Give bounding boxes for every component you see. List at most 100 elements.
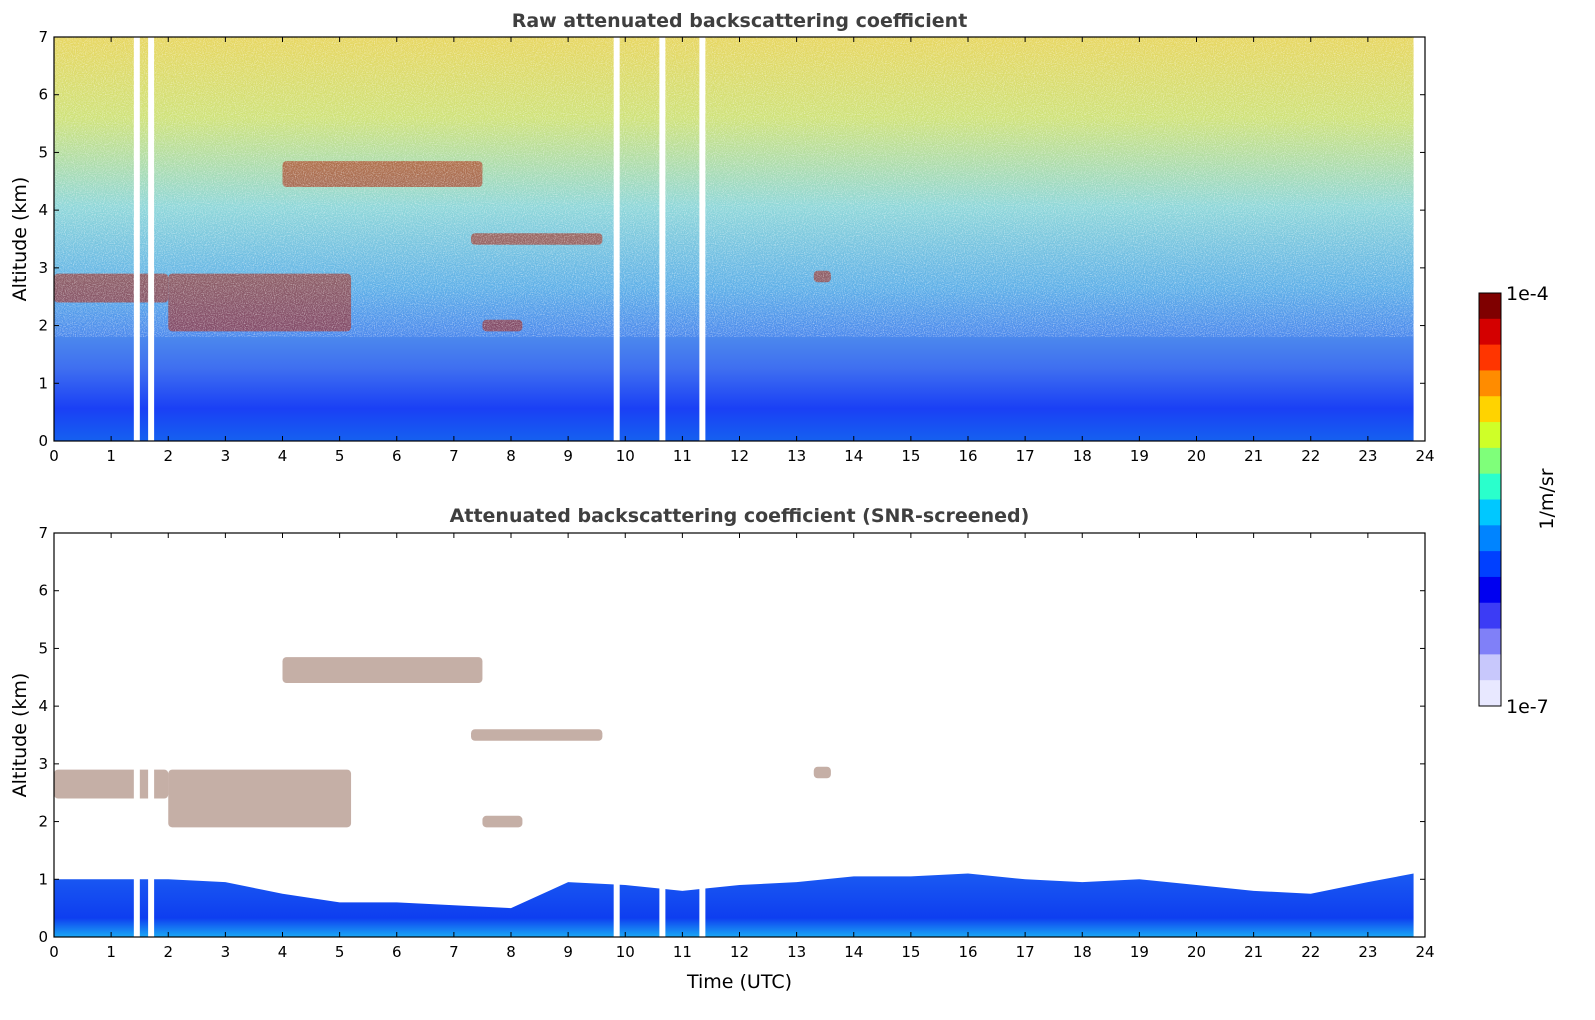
colorbar-cell xyxy=(1479,602,1501,630)
x-tick-label: 22 xyxy=(1301,943,1320,961)
x-tick-label: 1 xyxy=(106,943,116,961)
x-tick-label: 1 xyxy=(106,447,116,465)
x-tick-label: 16 xyxy=(958,943,977,961)
y-tick-label: 1 xyxy=(38,870,48,888)
cloud-layer xyxy=(471,729,603,741)
x-tick-label: 4 xyxy=(278,447,288,465)
y-tick-label: 4 xyxy=(38,201,48,219)
colorbar-max-label: 1e-4 xyxy=(1506,283,1549,305)
x-tick-label: 15 xyxy=(901,943,920,961)
x-tick-label: 18 xyxy=(1073,447,1092,465)
data-gap xyxy=(133,533,140,937)
x-tick-label: 14 xyxy=(844,447,863,465)
colorbar-cell xyxy=(1479,344,1501,371)
y-tick-label: 5 xyxy=(38,143,48,161)
x-tick-label: 5 xyxy=(335,943,345,961)
x-tick-label: 10 xyxy=(616,943,635,961)
x-tick-label: 5 xyxy=(335,447,345,465)
x-tick-label: 10 xyxy=(616,447,635,465)
panel2-ylabel: Altitude (km) xyxy=(9,673,31,798)
colorbar: 1e-4 1e-7 1/m/sr xyxy=(1478,283,1558,718)
x-tick-label: 24 xyxy=(1415,447,1434,465)
colorbar-cell xyxy=(1479,680,1501,707)
x-tick-label: 23 xyxy=(1358,447,1377,465)
x-tick-label: 20 xyxy=(1187,943,1206,961)
y-tick-label: 5 xyxy=(38,639,48,657)
colorbar-cell xyxy=(1479,370,1501,397)
data-gap xyxy=(699,533,706,937)
x-tick-label: 12 xyxy=(730,943,749,961)
x-tick-label: 17 xyxy=(1016,943,1035,961)
x-tick-label: 23 xyxy=(1358,943,1377,961)
panel1-title: Raw attenuated backscattering coefficien… xyxy=(512,10,968,32)
x-tick-label: 14 xyxy=(844,943,863,961)
colorbar-cell xyxy=(1479,628,1501,655)
colorbar-frame xyxy=(1478,292,1502,707)
cloud-layer xyxy=(282,657,483,684)
x-tick-label: 9 xyxy=(563,943,573,961)
colorbar-cell xyxy=(1479,576,1501,604)
x-tick-label: 8 xyxy=(506,943,516,961)
x-tick-label: 11 xyxy=(673,943,692,961)
y-tick-label: 3 xyxy=(38,259,48,277)
y-tick-label: 1 xyxy=(38,374,48,392)
y-tick-label: 3 xyxy=(38,755,48,773)
colorbar-unit-label: 1/m/sr xyxy=(1536,468,1558,529)
x-tick-label: 15 xyxy=(901,447,920,465)
colorbar-min-label: 1e-7 xyxy=(1506,696,1549,718)
colorbar-cell xyxy=(1479,551,1501,578)
colorbar-cell xyxy=(1479,422,1501,449)
colorbar-cell xyxy=(1479,473,1501,500)
y-tick-label: 0 xyxy=(38,432,48,450)
no-data-region xyxy=(1413,37,1425,441)
data-gap xyxy=(613,533,620,937)
x-tick-label: 18 xyxy=(1073,943,1092,961)
x-tick-label: 19 xyxy=(1130,943,1149,961)
x-tick-label: 8 xyxy=(506,447,516,465)
x-tick-label: 4 xyxy=(278,943,288,961)
panel1-noise-speckle xyxy=(54,37,1414,337)
panel1-ylabel: Altitude (km) xyxy=(9,177,31,302)
x-tick-label: 6 xyxy=(392,447,402,465)
x-tick-label: 19 xyxy=(1130,447,1149,465)
x-tick-label: 16 xyxy=(958,447,977,465)
x-tick-label: 3 xyxy=(221,447,231,465)
x-tick-label: 21 xyxy=(1244,447,1263,465)
cloud-layer xyxy=(482,815,523,828)
colorbar-cell xyxy=(1479,654,1501,681)
x-tick-label: 11 xyxy=(673,447,692,465)
panel2-frame xyxy=(53,532,1426,938)
x-tick-label: 7 xyxy=(449,943,459,961)
y-tick-label: 0 xyxy=(38,928,48,946)
y-tick-label: 6 xyxy=(38,86,48,104)
data-gap xyxy=(148,533,155,937)
data-gap xyxy=(659,533,666,937)
x-tick-label: 6 xyxy=(392,943,402,961)
x-tick-label: 24 xyxy=(1415,943,1434,961)
colorbar-cell xyxy=(1479,318,1501,346)
y-tick-label: 7 xyxy=(38,524,48,542)
y-tick-label: 6 xyxy=(38,582,48,600)
y-tick-label: 2 xyxy=(38,317,48,335)
x-tick-label: 12 xyxy=(730,447,749,465)
colorbar-cell xyxy=(1479,525,1501,552)
x-tick-label: 0 xyxy=(49,943,59,961)
y-tick-label: 2 xyxy=(38,813,48,831)
x-tick-label: 21 xyxy=(1244,943,1263,961)
x-tick-label: 7 xyxy=(449,447,459,465)
x-tick-label: 9 xyxy=(563,447,573,465)
raw-backscatter-panel: Raw attenuated backscattering coefficien… xyxy=(9,10,1435,465)
x-tick-label: 20 xyxy=(1187,447,1206,465)
cloud-layer xyxy=(168,769,352,828)
colorbar-cell xyxy=(1479,499,1501,526)
panel2-boundary-layer xyxy=(54,873,1414,937)
x-tick-label: 3 xyxy=(221,943,231,961)
x-tick-label: 2 xyxy=(163,447,173,465)
colorbar-cell xyxy=(1479,396,1501,423)
colorbar-cell xyxy=(1479,293,1501,320)
x-tick-label: 2 xyxy=(163,943,173,961)
x-tick-label: 0 xyxy=(49,447,59,465)
snr-screened-panel: Attenuated backscattering coefficient (S… xyxy=(9,505,1435,993)
panel2-title: Attenuated backscattering coefficient (S… xyxy=(450,505,1030,527)
